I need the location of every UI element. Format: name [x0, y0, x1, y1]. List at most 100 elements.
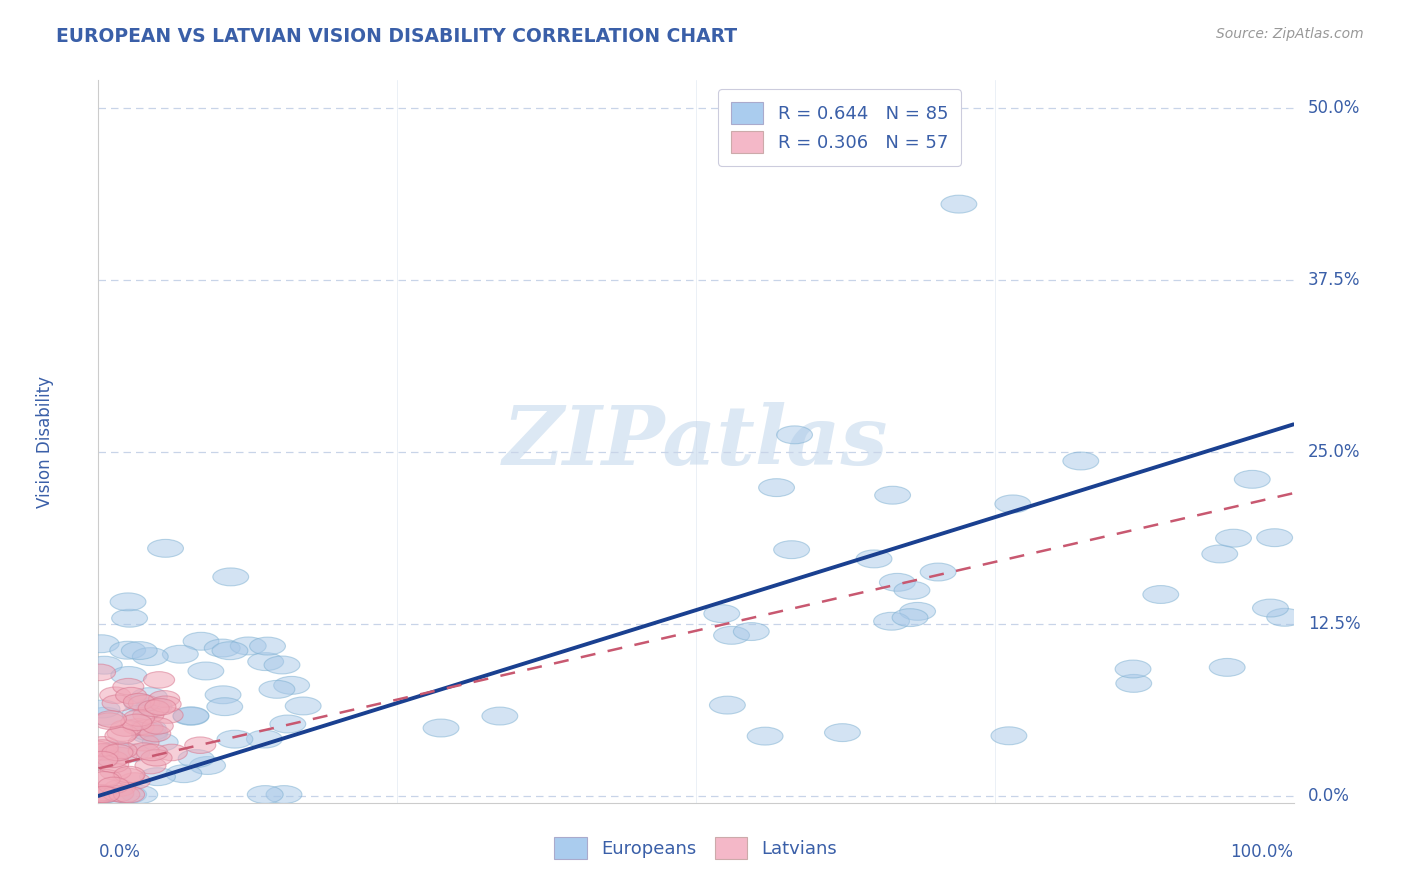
Ellipse shape: [110, 641, 146, 659]
Ellipse shape: [1115, 660, 1152, 678]
Ellipse shape: [142, 718, 173, 734]
Ellipse shape: [190, 756, 225, 774]
Ellipse shape: [247, 786, 283, 804]
Ellipse shape: [875, 486, 911, 504]
Ellipse shape: [135, 757, 166, 774]
Ellipse shape: [270, 715, 305, 733]
Ellipse shape: [205, 686, 240, 704]
Ellipse shape: [97, 756, 129, 772]
Ellipse shape: [84, 786, 120, 804]
Ellipse shape: [87, 739, 118, 756]
Ellipse shape: [90, 770, 121, 786]
Ellipse shape: [111, 720, 142, 737]
Ellipse shape: [97, 751, 128, 768]
Ellipse shape: [139, 768, 176, 786]
Ellipse shape: [184, 737, 215, 754]
Ellipse shape: [941, 195, 977, 213]
Ellipse shape: [149, 690, 180, 707]
Ellipse shape: [100, 764, 131, 780]
Ellipse shape: [143, 672, 174, 688]
Ellipse shape: [274, 676, 309, 694]
Ellipse shape: [1063, 452, 1098, 470]
Ellipse shape: [101, 744, 134, 761]
Ellipse shape: [231, 637, 266, 655]
Ellipse shape: [89, 772, 120, 788]
Ellipse shape: [148, 540, 183, 558]
Ellipse shape: [84, 665, 115, 681]
Ellipse shape: [86, 657, 122, 674]
Text: 0.0%: 0.0%: [1308, 787, 1350, 805]
Ellipse shape: [94, 713, 125, 730]
Ellipse shape: [163, 645, 198, 663]
Ellipse shape: [204, 639, 240, 657]
Ellipse shape: [873, 612, 910, 630]
Ellipse shape: [207, 698, 243, 715]
Ellipse shape: [246, 731, 283, 748]
Ellipse shape: [710, 696, 745, 714]
Ellipse shape: [824, 723, 860, 741]
Ellipse shape: [124, 693, 155, 710]
Ellipse shape: [714, 626, 749, 644]
Ellipse shape: [991, 727, 1026, 745]
Ellipse shape: [121, 641, 157, 659]
Ellipse shape: [212, 641, 247, 660]
Ellipse shape: [423, 719, 458, 737]
Ellipse shape: [188, 662, 224, 680]
Ellipse shape: [995, 495, 1031, 513]
Ellipse shape: [132, 725, 167, 743]
Ellipse shape: [124, 695, 160, 713]
Ellipse shape: [110, 593, 146, 611]
Ellipse shape: [105, 747, 136, 764]
Ellipse shape: [122, 786, 157, 804]
Ellipse shape: [83, 786, 114, 803]
Ellipse shape: [108, 786, 139, 803]
Ellipse shape: [1209, 658, 1246, 676]
Ellipse shape: [734, 623, 769, 640]
Ellipse shape: [173, 706, 209, 724]
Ellipse shape: [217, 731, 253, 748]
Ellipse shape: [98, 777, 129, 794]
Ellipse shape: [920, 563, 956, 581]
Ellipse shape: [259, 681, 295, 698]
Ellipse shape: [122, 719, 155, 735]
Text: 25.0%: 25.0%: [1308, 442, 1361, 461]
Ellipse shape: [156, 744, 187, 761]
Text: Source: ZipAtlas.com: Source: ZipAtlas.com: [1216, 27, 1364, 41]
Ellipse shape: [747, 727, 783, 745]
Text: 37.5%: 37.5%: [1308, 271, 1361, 289]
Ellipse shape: [96, 711, 127, 727]
Ellipse shape: [122, 706, 157, 723]
Ellipse shape: [84, 750, 120, 768]
Ellipse shape: [285, 697, 321, 714]
Ellipse shape: [124, 710, 155, 726]
Ellipse shape: [128, 734, 159, 751]
Ellipse shape: [107, 725, 138, 741]
Ellipse shape: [103, 695, 134, 712]
Ellipse shape: [86, 786, 117, 803]
Text: ZIPatlas: ZIPatlas: [503, 401, 889, 482]
Ellipse shape: [131, 719, 166, 737]
Ellipse shape: [111, 609, 148, 627]
Ellipse shape: [264, 656, 299, 674]
Ellipse shape: [112, 679, 143, 695]
Ellipse shape: [132, 706, 165, 723]
Ellipse shape: [97, 786, 132, 804]
Ellipse shape: [1253, 599, 1288, 617]
Ellipse shape: [114, 786, 145, 803]
Ellipse shape: [247, 653, 284, 671]
Ellipse shape: [136, 698, 172, 715]
Ellipse shape: [87, 744, 118, 760]
Ellipse shape: [1257, 529, 1292, 547]
Ellipse shape: [132, 723, 167, 741]
Ellipse shape: [111, 786, 146, 804]
Ellipse shape: [138, 700, 169, 716]
Ellipse shape: [132, 720, 163, 736]
Ellipse shape: [900, 602, 935, 620]
Ellipse shape: [266, 786, 302, 804]
Ellipse shape: [115, 688, 146, 704]
Ellipse shape: [759, 479, 794, 497]
Text: 0.0%: 0.0%: [98, 843, 141, 861]
Ellipse shape: [132, 648, 169, 665]
Ellipse shape: [89, 786, 120, 803]
Ellipse shape: [141, 749, 172, 766]
